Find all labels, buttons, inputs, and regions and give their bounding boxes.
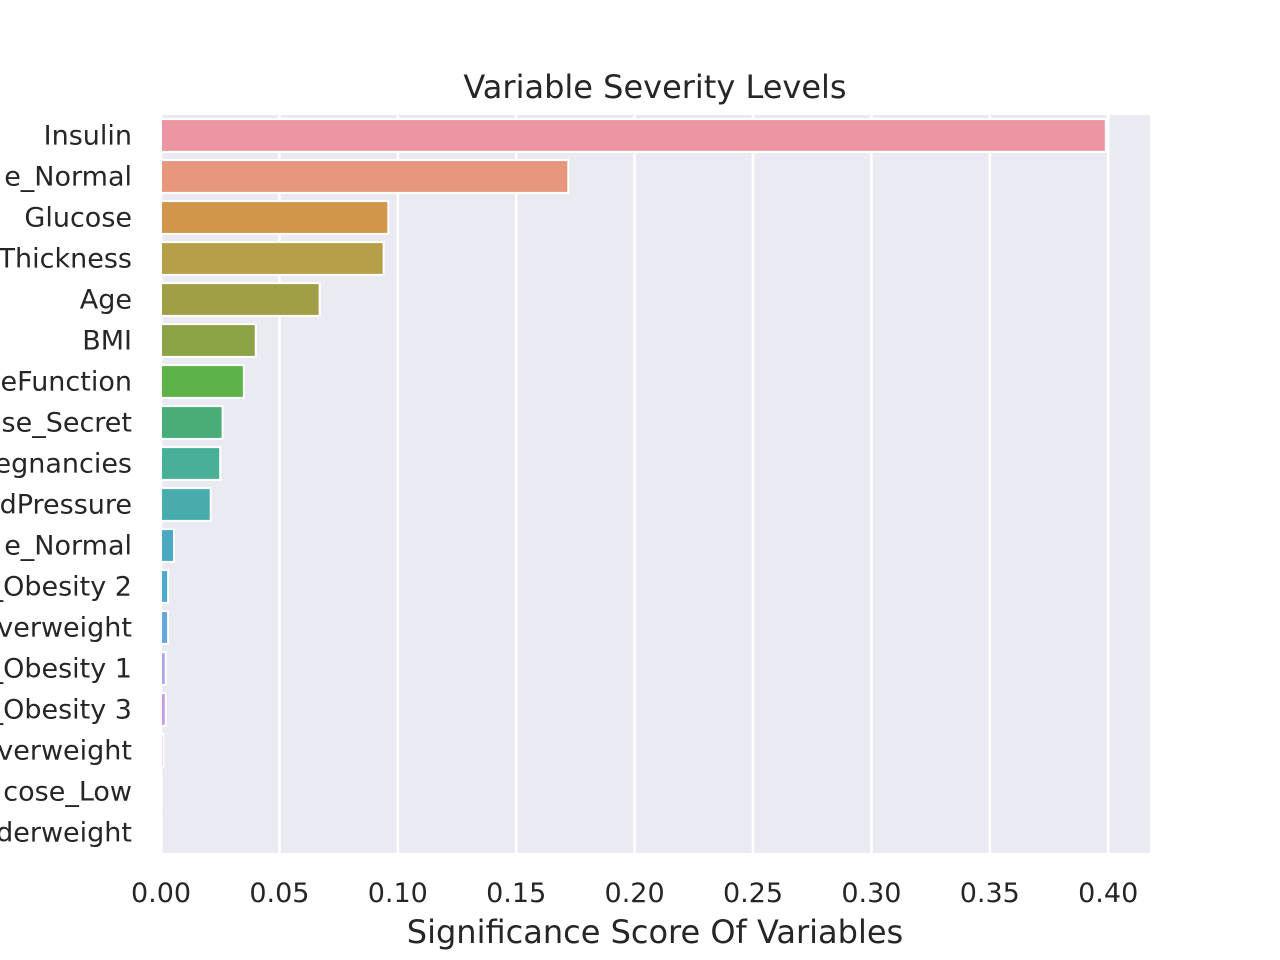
bars (160, 118, 1107, 850)
y-tick-label: Insulin (44, 121, 132, 152)
y-tick-label: eFunction (1, 367, 132, 398)
y-tick-label: _Obesity 1 (0, 654, 132, 685)
bar (160, 774, 163, 809)
chart-title: Variable Severity Levels (463, 68, 846, 106)
y-tick-label: se_Secret (2, 408, 132, 439)
bar (160, 815, 163, 850)
bar (160, 118, 1107, 153)
x-gridlines (159, 115, 1110, 853)
bar (160, 446, 222, 481)
bar (160, 323, 257, 358)
y-tick-label: Glucose (24, 203, 132, 234)
x-tick-label: 0.25 (723, 878, 783, 909)
x-axis-label: Significance Score Of Variables (407, 913, 903, 951)
bar (160, 569, 170, 604)
plot-background (160, 115, 1150, 853)
y-tick-label: Age (80, 285, 132, 316)
y-tick-labels: Insulin e_Normal Glucose Thickness Age BMI eFu… (0, 121, 132, 849)
y-tick-label: e_Normal (4, 531, 132, 562)
y-tick-label: Thickness (0, 244, 132, 275)
y-tick-label: egnancies (0, 449, 132, 480)
y-tick-label: overweight (0, 736, 132, 767)
y-tick-label: BMI (82, 326, 132, 357)
bar (160, 610, 170, 645)
bar (160, 733, 165, 768)
y-tick-label: _Obesity 2 (0, 572, 132, 603)
bar (160, 528, 176, 563)
x-tick-label: 0.15 (486, 878, 546, 909)
bar (160, 487, 212, 522)
bar (160, 241, 385, 276)
x-tick-label: 0.30 (841, 878, 901, 909)
x-tick-label: 0.10 (368, 878, 428, 909)
y-tick-label: overweight (0, 613, 132, 644)
bar (160, 692, 167, 727)
y-tick-label: cose_Low (3, 777, 132, 808)
x-tick-label: 0.40 (1078, 878, 1138, 909)
x-tick-labels: 0.00 0.05 0.10 0.15 0.20 0.25 0.30 0.35 0.40 (131, 878, 1138, 909)
y-tick-label: derweight (0, 818, 132, 849)
bar (160, 364, 245, 399)
y-tick-label: e_Normal (4, 162, 132, 193)
bar (160, 159, 570, 194)
bar (160, 282, 321, 317)
x-tick-label: 0.00 (131, 878, 191, 909)
x-tick-label: 0.05 (249, 878, 309, 909)
bar (160, 651, 167, 686)
y-tick-label: _Obesity 3 (0, 695, 132, 726)
x-tick-label: 0.20 (605, 878, 665, 909)
y-tick-label: dPressure (0, 490, 132, 521)
x-tick-label: 0.35 (960, 878, 1020, 909)
bar (160, 200, 390, 235)
bar (160, 405, 224, 440)
